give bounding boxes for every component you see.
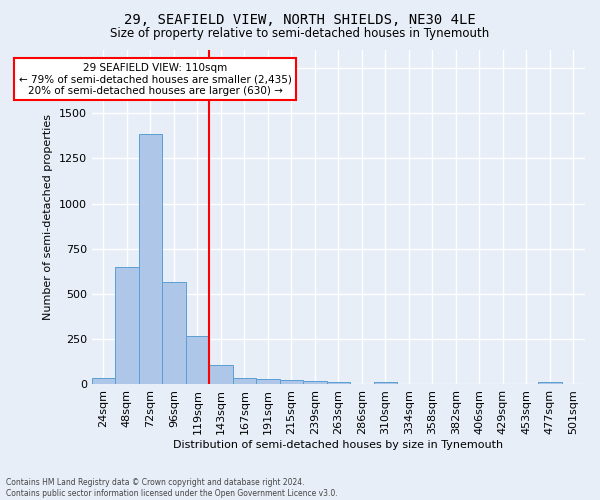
Bar [538, 382, 562, 384]
Bar [233, 378, 256, 384]
Bar [115, 268, 139, 384]
Text: 29 SEAFIELD VIEW: 110sqm
← 79% of semi-detached houses are smaller (2,435)
20% o: 29 SEAFIELD VIEW: 110sqm ← 79% of semi-d… [19, 62, 292, 96]
Text: Size of property relative to semi-detached houses in Tynemouth: Size of property relative to semi-detach… [110, 28, 490, 40]
X-axis label: Distribution of semi-detached houses by size in Tynemouth: Distribution of semi-detached houses by … [173, 440, 503, 450]
Bar [256, 380, 280, 384]
Bar [162, 282, 185, 384]
Bar [139, 134, 162, 384]
Bar [185, 336, 209, 384]
Bar [280, 380, 303, 384]
Bar [374, 382, 397, 384]
Text: Contains HM Land Registry data © Crown copyright and database right 2024.
Contai: Contains HM Land Registry data © Crown c… [6, 478, 338, 498]
Bar [209, 365, 233, 384]
Bar [326, 382, 350, 384]
Bar [92, 378, 115, 384]
Bar [303, 381, 326, 384]
Text: 29, SEAFIELD VIEW, NORTH SHIELDS, NE30 4LE: 29, SEAFIELD VIEW, NORTH SHIELDS, NE30 4… [124, 12, 476, 26]
Y-axis label: Number of semi-detached properties: Number of semi-detached properties [43, 114, 53, 320]
